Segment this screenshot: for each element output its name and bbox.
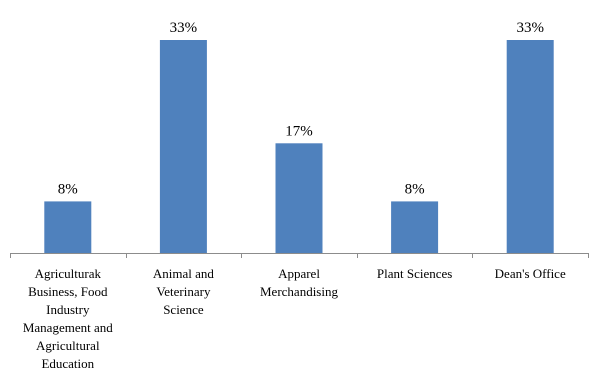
bar [391, 201, 439, 253]
value-labels: 8% 33% 17% 8% 33% [58, 20, 544, 197]
bar [506, 40, 554, 253]
category-label-line: Science [163, 302, 204, 317]
data-label: 17% [285, 123, 313, 139]
data-label: 8% [58, 181, 78, 197]
category-label-line: Apparel [278, 266, 320, 281]
category-label-line: Animal and [153, 266, 215, 281]
category-label-line: Agricultural [36, 338, 100, 353]
category-label-line: Veterinary [156, 284, 211, 299]
category-label: Agriculturak Business, Food Industry Manage… [23, 266, 113, 371]
x-axis [10, 253, 589, 258]
category-label-line: Agriculturak [35, 266, 102, 281]
category-label: Animal and Veterinary Science [153, 266, 215, 317]
category-label-line: Merchandising [260, 284, 338, 299]
bar [275, 143, 323, 253]
category-label-line: Management and [23, 320, 113, 335]
category-label-line: Education [41, 356, 94, 371]
bars-layer [44, 40, 554, 253]
category-labels: Agriculturak Business, Food Industry Manage… [23, 266, 566, 371]
data-label: 33% [516, 20, 544, 36]
category-label-line: Plant Sciences [377, 266, 452, 281]
bar [159, 40, 207, 253]
category-label: Apparel Merchandising [260, 266, 338, 299]
category-label-line: Business, Food [28, 284, 108, 299]
category-label-line: Industry [46, 302, 90, 317]
category-label: Plant Sciences [377, 266, 452, 281]
category-label: Dean's Office [495, 266, 566, 281]
category-label-line: Dean's Office [495, 266, 566, 281]
bar [44, 201, 92, 253]
data-label: 8% [405, 181, 425, 197]
data-label: 33% [170, 20, 198, 36]
